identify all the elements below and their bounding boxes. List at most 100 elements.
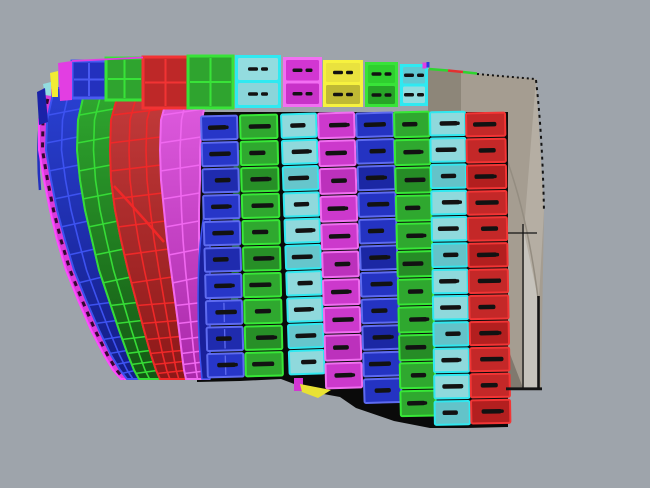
- plate-label-smudge: [409, 316, 428, 322]
- panel-green-a[interactable]: [104, 56, 145, 102]
- plate-label-smudge: [404, 205, 421, 211]
- plate-label-smudge: [288, 175, 310, 181]
- plate-label-smudge: [346, 92, 353, 97]
- frame-line: [110, 136, 161, 144]
- plate-label-smudge: [293, 306, 313, 312]
- plate-label-smudge: [334, 261, 351, 267]
- plate-label-smudge: [481, 408, 502, 414]
- plate-label-smudge: [497, 331, 502, 335]
- plate-label-smudge: [439, 278, 458, 284]
- plate-column-7[interactable]: [429, 110, 471, 426]
- plate-label-smudge: [477, 278, 502, 284]
- yellow-keel-wedge: [300, 384, 331, 398]
- plate-label-smudge: [474, 174, 495, 179]
- plate-label-smudge: [495, 252, 500, 257]
- plate-label-smudge: [207, 125, 227, 130]
- plate-label-smudge: [332, 317, 354, 323]
- plate-label-smudge: [406, 233, 425, 239]
- plate-label-smudge: [214, 177, 231, 183]
- panel-green-b[interactable]: [186, 54, 235, 110]
- plate-label-smudge: [230, 283, 235, 288]
- plate-label-smudge: [455, 121, 460, 125]
- panel-cyan-a[interactable]: [235, 55, 281, 108]
- plate-label-smudge: [333, 345, 349, 350]
- deck-edge-red: [447, 69, 464, 74]
- plate-label-smudge: [330, 289, 350, 295]
- frame-line: [123, 248, 169, 256]
- plate-label-smudge: [333, 92, 343, 97]
- plate-label-smudge: [252, 361, 275, 367]
- plate-label-smudge: [346, 70, 353, 75]
- plate-label-smudge: [311, 228, 316, 232]
- panel-magenta[interactable]: [283, 57, 322, 107]
- plate-label-smudge: [441, 199, 461, 205]
- panel-yellow[interactable]: [323, 60, 363, 107]
- plate-label-smudge: [328, 233, 351, 239]
- seam-line: [145, 97, 180, 380]
- plate-label-smudge: [307, 149, 312, 154]
- plate-column-2[interactable]: [239, 113, 284, 378]
- plate-label-smudge: [251, 203, 274, 209]
- plate-label-smudge: [261, 67, 268, 71]
- plate-label-smudge: [442, 383, 464, 389]
- plate-label-smudge: [345, 123, 350, 127]
- plate-column-4[interactable]: [317, 111, 364, 390]
- sheer-yellow-sliver[interactable]: [50, 71, 58, 97]
- plate-label-smudge: [457, 358, 462, 362]
- plate-column-8[interactable]: [465, 111, 512, 425]
- plate-label-smudge: [371, 93, 382, 97]
- plate-column-3[interactable]: [280, 112, 326, 376]
- seam-line: [179, 97, 199, 380]
- panel-red[interactable]: [141, 55, 190, 110]
- plate-label-smudge: [295, 333, 317, 339]
- plate-label-smudge: [499, 409, 504, 413]
- panel-cyan-b[interactable]: [400, 64, 428, 106]
- plate-column-5[interactable]: [355, 111, 403, 404]
- plate-label-smudge: [267, 177, 272, 181]
- plate-label-smudge: [419, 150, 424, 154]
- plate-label-smudge: [369, 148, 386, 154]
- plate-label-smudge: [368, 361, 392, 367]
- seam-line: [60, 97, 134, 380]
- panel-green-c[interactable]: [365, 62, 398, 107]
- plate-column-6[interactable]: [393, 110, 437, 418]
- frame-line: [150, 349, 182, 355]
- plate-label-smudge: [224, 125, 229, 130]
- sheer-strake-row[interactable]: [37, 54, 428, 125]
- plate-label-smudge: [334, 372, 354, 378]
- frame-line: [130, 276, 173, 284]
- plate-label-smudge: [410, 372, 427, 378]
- frame-line: [117, 220, 166, 228]
- plate-label-smudge: [305, 91, 313, 96]
- plate-label-smudge: [250, 176, 270, 182]
- plate-label-smudge: [363, 122, 386, 128]
- plate-label-smudge: [455, 279, 460, 283]
- plate-label-smudge: [389, 335, 394, 339]
- plate-label-smudge: [212, 230, 234, 236]
- red-plate-arc-seam: [113, 185, 165, 243]
- plate-label-smudge: [479, 330, 500, 336]
- plate-label-smudge: [215, 309, 237, 315]
- plate-column-1[interactable]: [200, 114, 245, 379]
- plate-label-smudge: [439, 121, 458, 126]
- frame-line: [137, 301, 176, 307]
- plate-label-smudge: [253, 255, 273, 261]
- plate-label-smudge: [351, 373, 356, 377]
- panel-blue[interactable]: [70, 59, 108, 100]
- plate-label-smudge: [254, 308, 272, 314]
- frame-line: [113, 108, 164, 116]
- plate-label-smudge: [252, 229, 269, 235]
- plate-label-smudge: [347, 289, 352, 294]
- plate-label-smudge: [214, 283, 233, 289]
- sheer-magenta-strip[interactable]: [58, 61, 72, 101]
- deck-magenta-dot: [422, 62, 427, 69]
- plate-label-smudge: [402, 261, 424, 267]
- plate-label-smudge: [404, 73, 414, 78]
- plate-label-smudge: [344, 206, 349, 211]
- plate-label-smudge: [211, 204, 230, 210]
- plate-label-smudge: [435, 147, 457, 153]
- plate-label-smudge: [407, 289, 424, 294]
- plate-label-smudge: [301, 359, 317, 365]
